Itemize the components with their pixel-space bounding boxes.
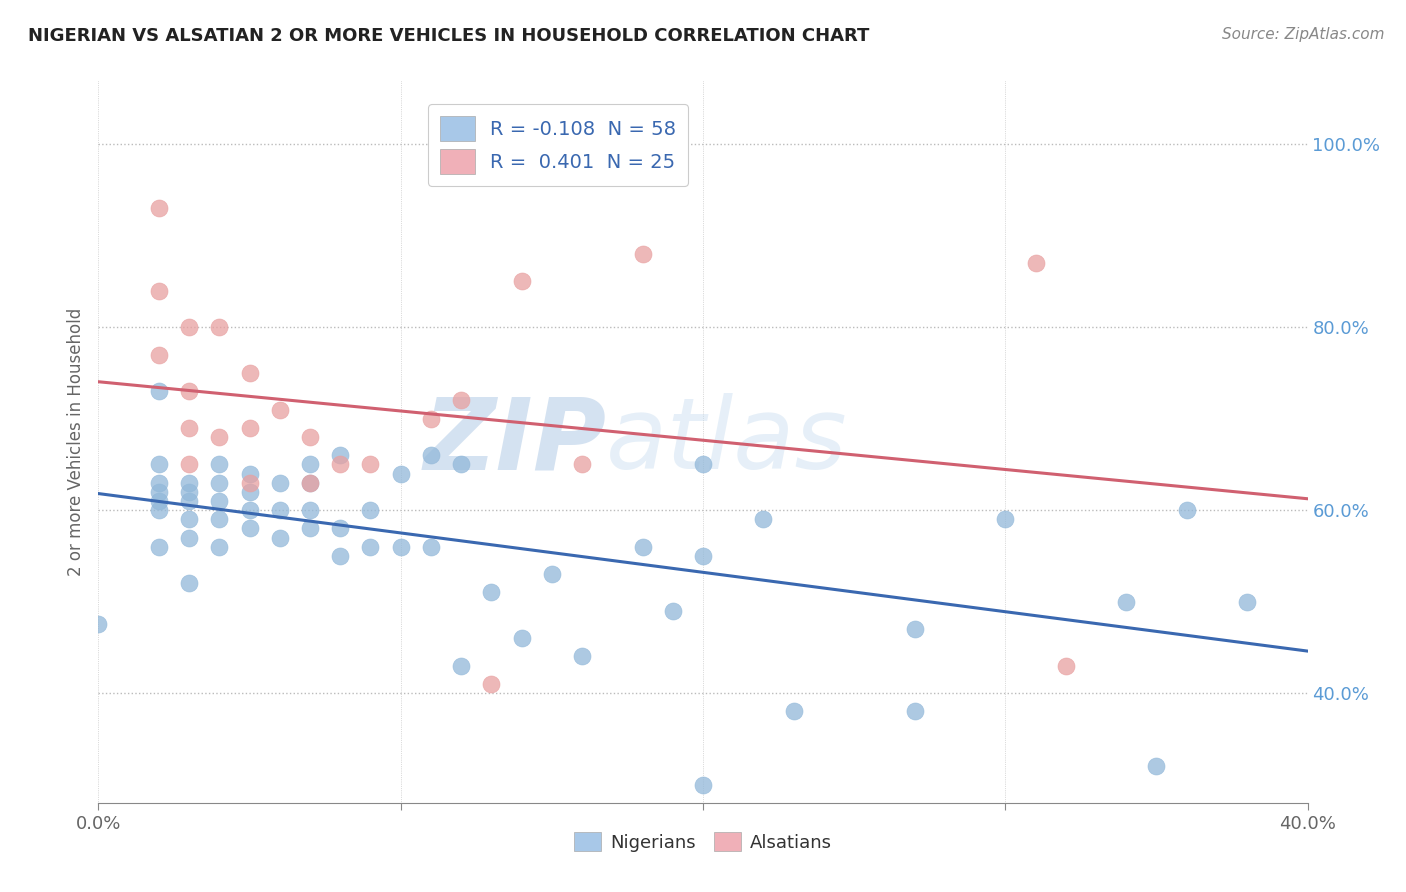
Point — [360, 503, 382, 517]
Point — [631, 540, 654, 554]
Point — [420, 540, 443, 554]
Point — [299, 475, 322, 490]
Point — [179, 458, 201, 472]
Point — [904, 704, 927, 718]
Point — [179, 531, 201, 545]
Point — [360, 458, 382, 472]
Point — [208, 475, 231, 490]
Point — [299, 458, 322, 472]
Point — [661, 604, 683, 618]
Point — [481, 585, 503, 599]
Point — [269, 475, 291, 490]
Point — [360, 540, 382, 554]
Point — [148, 540, 170, 554]
Point — [148, 503, 170, 517]
Point — [299, 475, 322, 490]
Point — [239, 503, 262, 517]
Point — [389, 467, 412, 481]
Point — [208, 320, 231, 334]
Legend: Nigerians, Alsatians: Nigerians, Alsatians — [567, 825, 839, 859]
Text: NIGERIAN VS ALSATIAN 2 OR MORE VEHICLES IN HOUSEHOLD CORRELATION CHART: NIGERIAN VS ALSATIAN 2 OR MORE VEHICLES … — [28, 27, 869, 45]
Point — [239, 467, 262, 481]
Point — [299, 521, 322, 535]
Point — [329, 549, 352, 563]
Point — [329, 458, 352, 472]
Point — [692, 777, 714, 791]
Point — [540, 567, 562, 582]
Point — [329, 521, 352, 535]
Point — [450, 658, 472, 673]
Point — [208, 430, 231, 444]
Point — [269, 503, 291, 517]
Point — [1115, 594, 1137, 608]
Point — [1054, 658, 1077, 673]
Point — [148, 458, 170, 472]
Point — [692, 549, 714, 563]
Point — [783, 704, 806, 718]
Point — [87, 617, 110, 632]
Point — [179, 320, 201, 334]
Point — [179, 484, 201, 499]
Text: Source: ZipAtlas.com: Source: ZipAtlas.com — [1222, 27, 1385, 42]
Point — [148, 475, 170, 490]
Point — [329, 448, 352, 462]
Point — [510, 631, 533, 645]
Point — [208, 494, 231, 508]
Point — [208, 458, 231, 472]
Point — [420, 411, 443, 425]
Point — [239, 521, 262, 535]
Point — [450, 393, 472, 408]
Point — [148, 484, 170, 499]
Point — [179, 384, 201, 399]
Point — [239, 421, 262, 435]
Point — [269, 531, 291, 545]
Point — [148, 284, 170, 298]
Point — [179, 512, 201, 526]
Point — [1144, 759, 1167, 773]
Point — [481, 677, 503, 691]
Point — [1024, 256, 1046, 270]
Point — [692, 458, 714, 472]
Point — [208, 512, 231, 526]
Text: ZIP: ZIP — [423, 393, 606, 490]
Point — [239, 366, 262, 380]
Point — [450, 458, 472, 472]
Point — [631, 247, 654, 261]
Point — [148, 494, 170, 508]
Point — [420, 448, 443, 462]
Point — [239, 475, 262, 490]
Point — [179, 475, 201, 490]
Point — [299, 503, 322, 517]
Point — [1236, 594, 1258, 608]
Point — [299, 430, 322, 444]
Point — [1175, 503, 1198, 517]
Point — [269, 402, 291, 417]
Point — [994, 512, 1017, 526]
Point — [179, 576, 201, 591]
Point — [179, 421, 201, 435]
Point — [148, 384, 170, 399]
Point — [571, 649, 593, 664]
Point — [148, 348, 170, 362]
Point — [904, 622, 927, 636]
Point — [571, 458, 593, 472]
Y-axis label: 2 or more Vehicles in Household: 2 or more Vehicles in Household — [66, 308, 84, 575]
Text: atlas: atlas — [606, 393, 848, 490]
Point — [179, 494, 201, 508]
Point — [389, 540, 412, 554]
Point — [239, 484, 262, 499]
Point — [510, 275, 533, 289]
Point — [148, 202, 170, 216]
Point — [208, 540, 231, 554]
Point — [752, 512, 775, 526]
